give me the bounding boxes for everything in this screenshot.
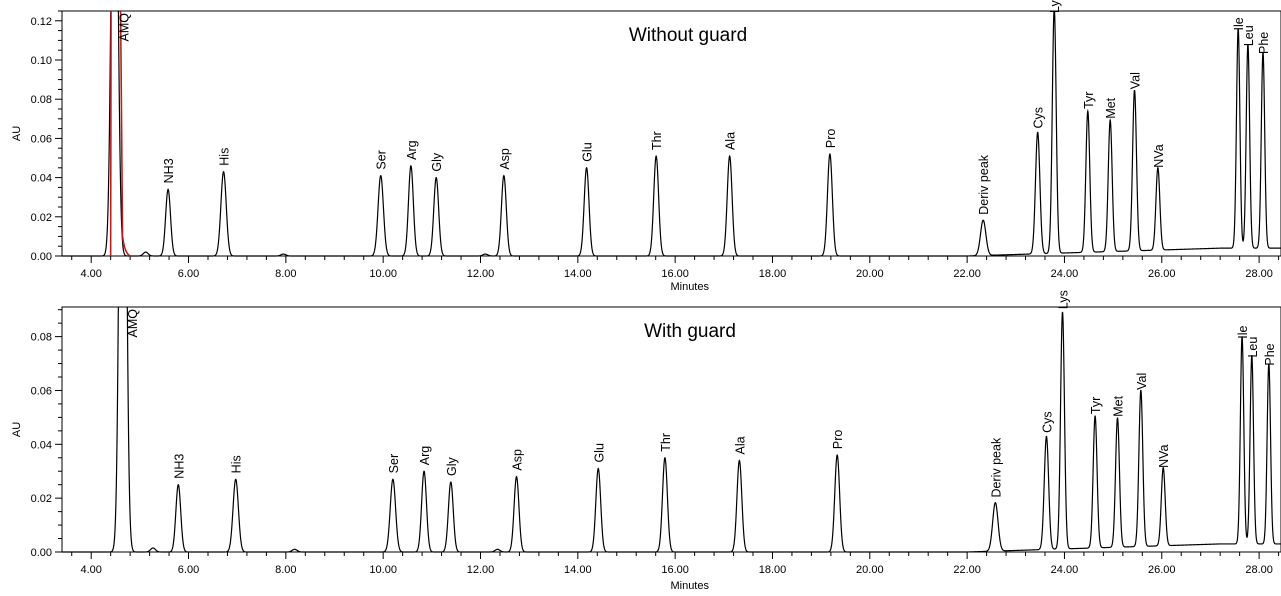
peak-label: Gly: [445, 457, 459, 477]
peak-label: NH3: [172, 454, 186, 479]
x-tick-label: 6.00: [178, 564, 199, 576]
plot-frame: [61, 10, 1281, 257]
peak-label: Ile: [1232, 17, 1246, 30]
peak-label: Glu: [581, 142, 595, 162]
solvent-front-trace: [109, 11, 131, 257]
y-axis-title: AU: [11, 422, 23, 437]
y-tick-label: 0.12: [31, 16, 52, 28]
peak-label: NVa: [1157, 444, 1171, 467]
x-tick-label: 18.00: [759, 268, 787, 280]
y-tick-label: 0.08: [31, 332, 52, 344]
x-tick-label: 20.00: [856, 564, 884, 576]
y-tick-label: 0.10: [31, 55, 52, 67]
peak-label: Ile: [1236, 325, 1250, 338]
y-axis-title: AU: [11, 126, 23, 141]
peak-label: AMQ: [126, 309, 140, 338]
chart-panel-1: 0.00 0.02 0.04 0.06 0.08 0.10 0.12 4.00 6.00 8.00…: [11, 0, 1281, 293]
chart-panel-2: 0.00 0.02 0.04 0.06 0.08 4.00 6.00 8.00 10.00 12.…: [11, 290, 1281, 592]
peak-label: His: [218, 148, 232, 166]
peak-label: Phe: [1257, 32, 1271, 54]
peak-label: Tyr: [1082, 92, 1096, 109]
x-tick-label: 24.00: [1051, 564, 1079, 576]
x-tick-label: 28.00: [1245, 564, 1273, 576]
peak-label: Met: [1104, 97, 1118, 118]
peak-label: Pro: [824, 129, 838, 149]
peak-label: Ser: [375, 150, 389, 169]
x-tick-label: 8.00: [275, 268, 296, 280]
x-tick-label: 26.00: [1148, 268, 1176, 280]
x-tick-label: 14.00: [564, 564, 592, 576]
peak-label: Asp: [511, 449, 525, 471]
chart-title: With guard: [644, 321, 736, 342]
peak-label: Cys: [1040, 411, 1054, 433]
peak-label: Leu: [1242, 25, 1256, 46]
peak-label: His: [230, 455, 244, 473]
peak-label: NH3: [162, 158, 176, 183]
y-tick-label: 0.00: [31, 251, 52, 263]
x-tick-label: 4.00: [80, 268, 101, 280]
x-tick-label: 10.00: [369, 268, 397, 280]
peak-label: Lys: [1057, 290, 1071, 309]
x-tick-label: 28.00: [1245, 268, 1273, 280]
peak-label: Ala: [724, 132, 738, 150]
peak-label: Deriv peak: [989, 437, 1003, 497]
y-tick-label: 0.02: [31, 212, 52, 224]
x-tick-label: 14.00: [564, 268, 592, 280]
peak-label: Pro: [831, 430, 845, 450]
peak-label: Ala: [733, 436, 747, 454]
x-tick-label: 20.00: [856, 268, 884, 280]
peak-label: Val: [1129, 72, 1143, 89]
x-tick-label: 10.00: [369, 564, 397, 576]
x-tick-label: 8.00: [275, 564, 296, 576]
y-tick-label: 0.04: [31, 173, 52, 185]
chart-title: Without guard: [629, 25, 747, 46]
x-tick-label: 22.00: [953, 268, 981, 280]
x-tick-label: 6.00: [178, 268, 199, 280]
x-tick-label: 16.00: [661, 268, 689, 280]
x-tick-label: 12.00: [467, 268, 495, 280]
y-tick-label: 0.06: [31, 385, 52, 397]
x-tick-label: 26.00: [1148, 564, 1176, 576]
y-tick-label: 0.08: [31, 94, 52, 106]
x-axis-title: Minutes: [670, 580, 709, 592]
x-tick-label: 22.00: [953, 564, 981, 576]
y-tick-label: 0.02: [31, 493, 52, 505]
peak-label: Met: [1111, 395, 1125, 416]
peak-label: Phe: [1263, 343, 1277, 365]
chromatogram-trace: [62, 307, 1281, 553]
x-axis-title: Minutes: [670, 281, 709, 293]
peak-label: Gly: [430, 152, 444, 172]
peak-label: Val: [1135, 373, 1149, 390]
plot-frame: [61, 306, 1281, 553]
peak-label: Ser: [387, 454, 401, 473]
x-tick-label: 24.00: [1051, 268, 1079, 280]
peak-label: Lys: [1048, 0, 1062, 13]
peak-label: Tyr: [1089, 397, 1103, 414]
peak-label: Cys: [1032, 107, 1046, 129]
y-tick-label: 0.04: [31, 439, 52, 451]
peak-label: Asp: [498, 148, 512, 170]
peak-label: Thr: [659, 433, 673, 452]
peak-label: AMQ: [118, 13, 132, 42]
peak-label: NVa: [1152, 144, 1166, 167]
x-tick-label: 4.00: [80, 564, 101, 576]
peak-label: Thr: [650, 131, 664, 150]
peak-label: Glu: [592, 443, 606, 463]
x-tick-label: 18.00: [759, 564, 787, 576]
y-tick-label: 0.00: [31, 547, 52, 559]
peak-label: Arg: [418, 446, 432, 466]
peak-label: Leu: [1246, 337, 1260, 358]
x-tick-label: 12.00: [467, 564, 495, 576]
x-tick-label: 16.00: [661, 564, 689, 576]
y-tick-label: 0.06: [31, 133, 52, 145]
peak-label: Deriv peak: [977, 154, 991, 214]
peak-label: Arg: [405, 140, 419, 160]
chromatogram-trace: [62, 11, 1281, 257]
